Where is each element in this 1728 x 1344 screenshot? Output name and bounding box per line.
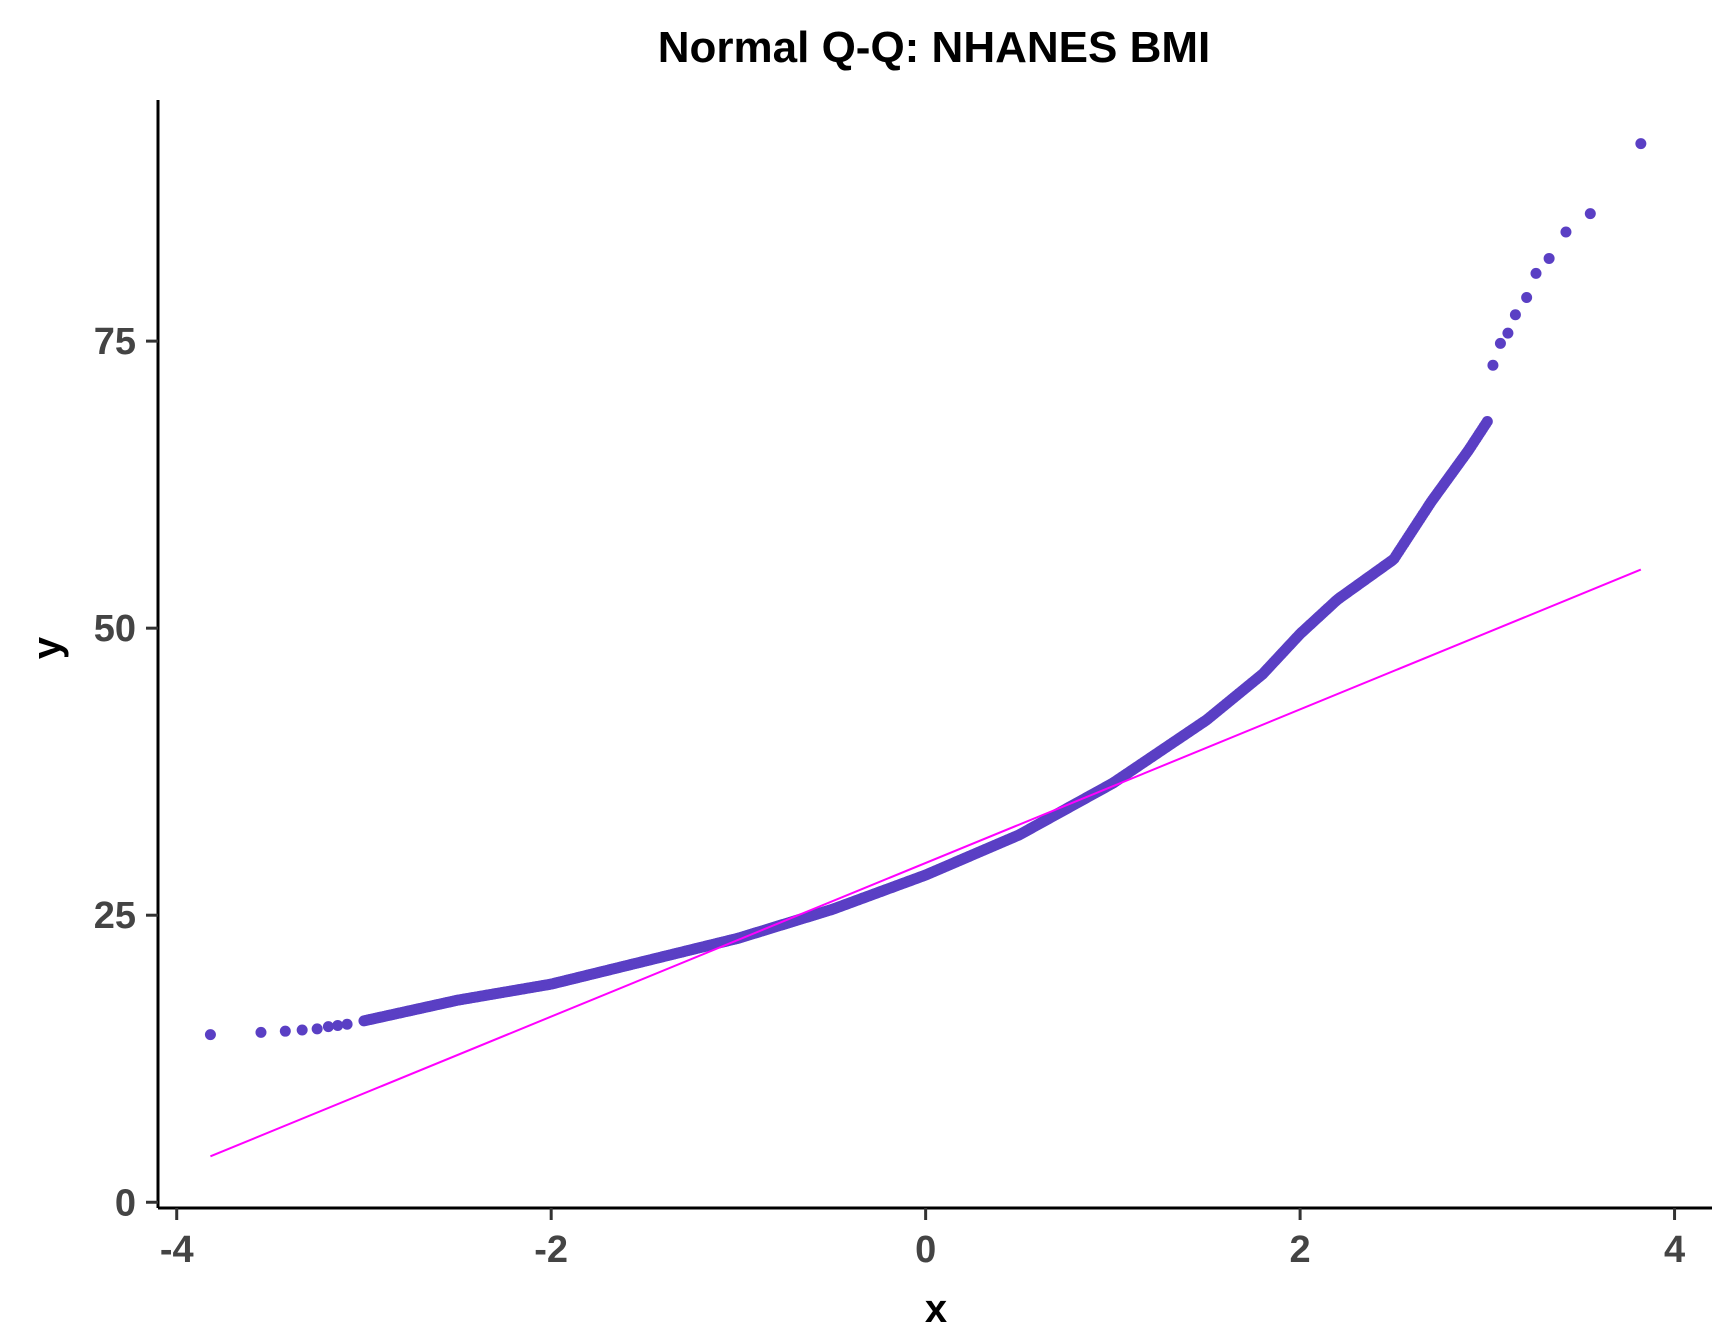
- x-tick-label: 2: [1290, 1229, 1311, 1271]
- qq-point: [1521, 291, 1533, 303]
- x-tick-label: 0: [915, 1229, 936, 1271]
- qq-point: [1543, 252, 1555, 264]
- qq-point: [311, 1023, 323, 1035]
- qq-point: [1487, 359, 1499, 371]
- x-tick-label: -4: [160, 1229, 194, 1271]
- qq-point: [1494, 337, 1506, 349]
- qq-point: [1530, 267, 1542, 279]
- qq-point: [1509, 309, 1521, 321]
- qq-point: [1481, 415, 1493, 427]
- x-axis-ticks: -4 -2 0 2 4: [160, 1208, 1685, 1271]
- reference-line: [210, 568, 1642, 1158]
- qq-point: [296, 1024, 308, 1036]
- y-tick-label: 25: [94, 895, 136, 937]
- qq-point: [1635, 138, 1647, 150]
- x-tick-label: -2: [534, 1229, 568, 1271]
- chart-title: Normal Q-Q: NHANES BMI: [658, 23, 1210, 72]
- y-tick-label: 75: [94, 321, 136, 363]
- qq-point: [1502, 327, 1514, 339]
- data-points: [204, 138, 1647, 1041]
- x-tick-label: 4: [1664, 1229, 1685, 1271]
- y-axis-ticks: 0 25 50 75: [94, 321, 158, 1224]
- qq-point: [341, 1018, 353, 1030]
- x-axis-title: x: [925, 1287, 947, 1331]
- y-tick-label: 50: [94, 608, 136, 650]
- qq-point: [279, 1025, 291, 1037]
- qq-point: [204, 1029, 216, 1041]
- y-axis-title: y: [25, 636, 69, 659]
- y-tick-label: 0: [115, 1182, 136, 1224]
- qq-point: [332, 1019, 344, 1031]
- qq-point: [1560, 226, 1572, 238]
- plot-area: [204, 138, 1647, 1158]
- qq-point: [322, 1021, 334, 1033]
- qq-point: [255, 1026, 267, 1038]
- qq-point: [1584, 208, 1596, 220]
